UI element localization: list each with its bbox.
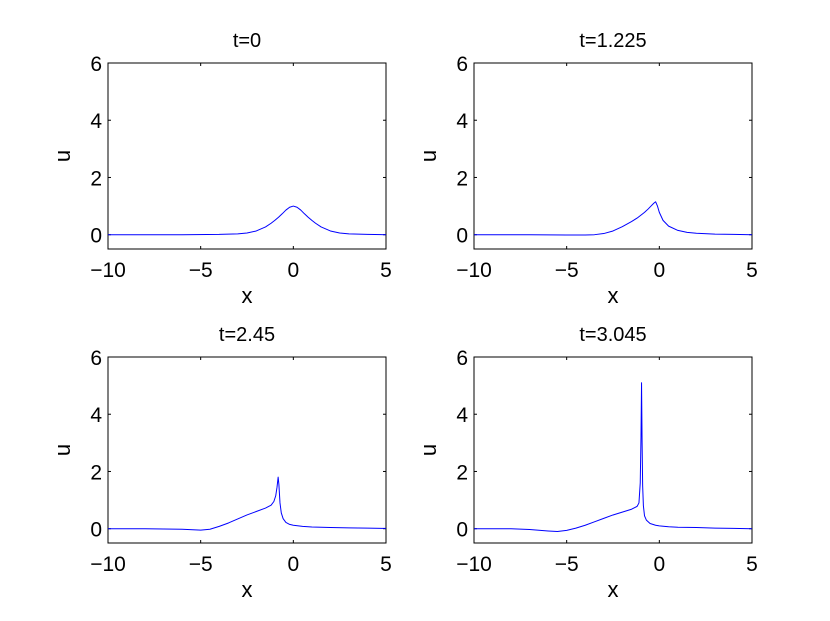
y-tick-label: 0 [456,519,468,542]
x-tick-label: −5 [555,553,579,576]
plot-title: t=2.45 [219,324,275,346]
x-tick-label: −10 [456,259,492,282]
x-tick-label: −5 [555,259,579,282]
plot-frame [473,356,753,544]
x-axis-label: x [242,283,253,308]
y-tick-label: 6 [90,347,102,370]
y-axis-label: u [50,444,75,456]
series-line-1 [474,382,753,533]
y-axis-label: u [416,150,441,162]
series-line-1 [108,205,387,236]
plot-frame [107,356,387,544]
y-tick-label: 0 [90,225,102,248]
subplot-1: −10 −5 0 5 0 2 4 6 t=0 x u [50,30,392,308]
y-tick-label: 0 [456,225,468,248]
x-axis-label: x [608,283,619,308]
plot-title: t=1.225 [579,30,646,52]
y-axis-label: u [416,444,441,456]
y-tick-label: 4 [456,110,468,133]
subplot-3: −10 −5 0 5 0 2 4 6 t=2.45 x u [50,324,392,602]
x-axis-label: x [608,577,619,602]
plot-frame [107,62,387,250]
x-tick-label: 5 [380,259,392,282]
x-tick-label: 5 [380,553,392,576]
plot-title: t=3.045 [579,324,646,346]
y-axis-label: u [50,150,75,162]
subplot-4: −10 −5 0 5 0 2 4 6 t=3.045 x u [416,324,758,602]
x-axis-label: x [242,577,253,602]
x-tick-label: 0 [287,259,299,282]
series-line-1 [108,476,387,531]
y-tick-label: 2 [90,167,102,190]
x-tick-label: −10 [90,259,126,282]
y-tick-label: 6 [90,53,102,76]
y-tick-label: 2 [90,461,102,484]
y-tick-label: 6 [456,347,468,370]
y-tick-label: 0 [90,519,102,542]
y-tick-label: 6 [456,53,468,76]
x-tick-label: −10 [90,553,126,576]
y-tick-label: 2 [456,167,468,190]
plot-title: t=0 [233,30,261,52]
subplot-2: −10 −5 0 5 0 2 4 6 t=1.225 x u [416,30,758,308]
x-tick-label: 5 [746,259,758,282]
x-tick-label: −5 [189,259,213,282]
y-tick-label: 4 [456,404,468,427]
x-tick-label: 5 [746,553,758,576]
x-tick-label: −5 [189,553,213,576]
y-tick-label: 2 [456,461,468,484]
y-tick-label: 4 [90,404,102,427]
plot-frame [473,62,753,250]
x-tick-label: −10 [456,553,492,576]
series-line-1 [474,201,753,236]
x-tick-label: 0 [287,553,299,576]
x-tick-label: 0 [653,553,665,576]
y-tick-label: 4 [90,110,102,133]
x-tick-label: 0 [653,259,665,282]
